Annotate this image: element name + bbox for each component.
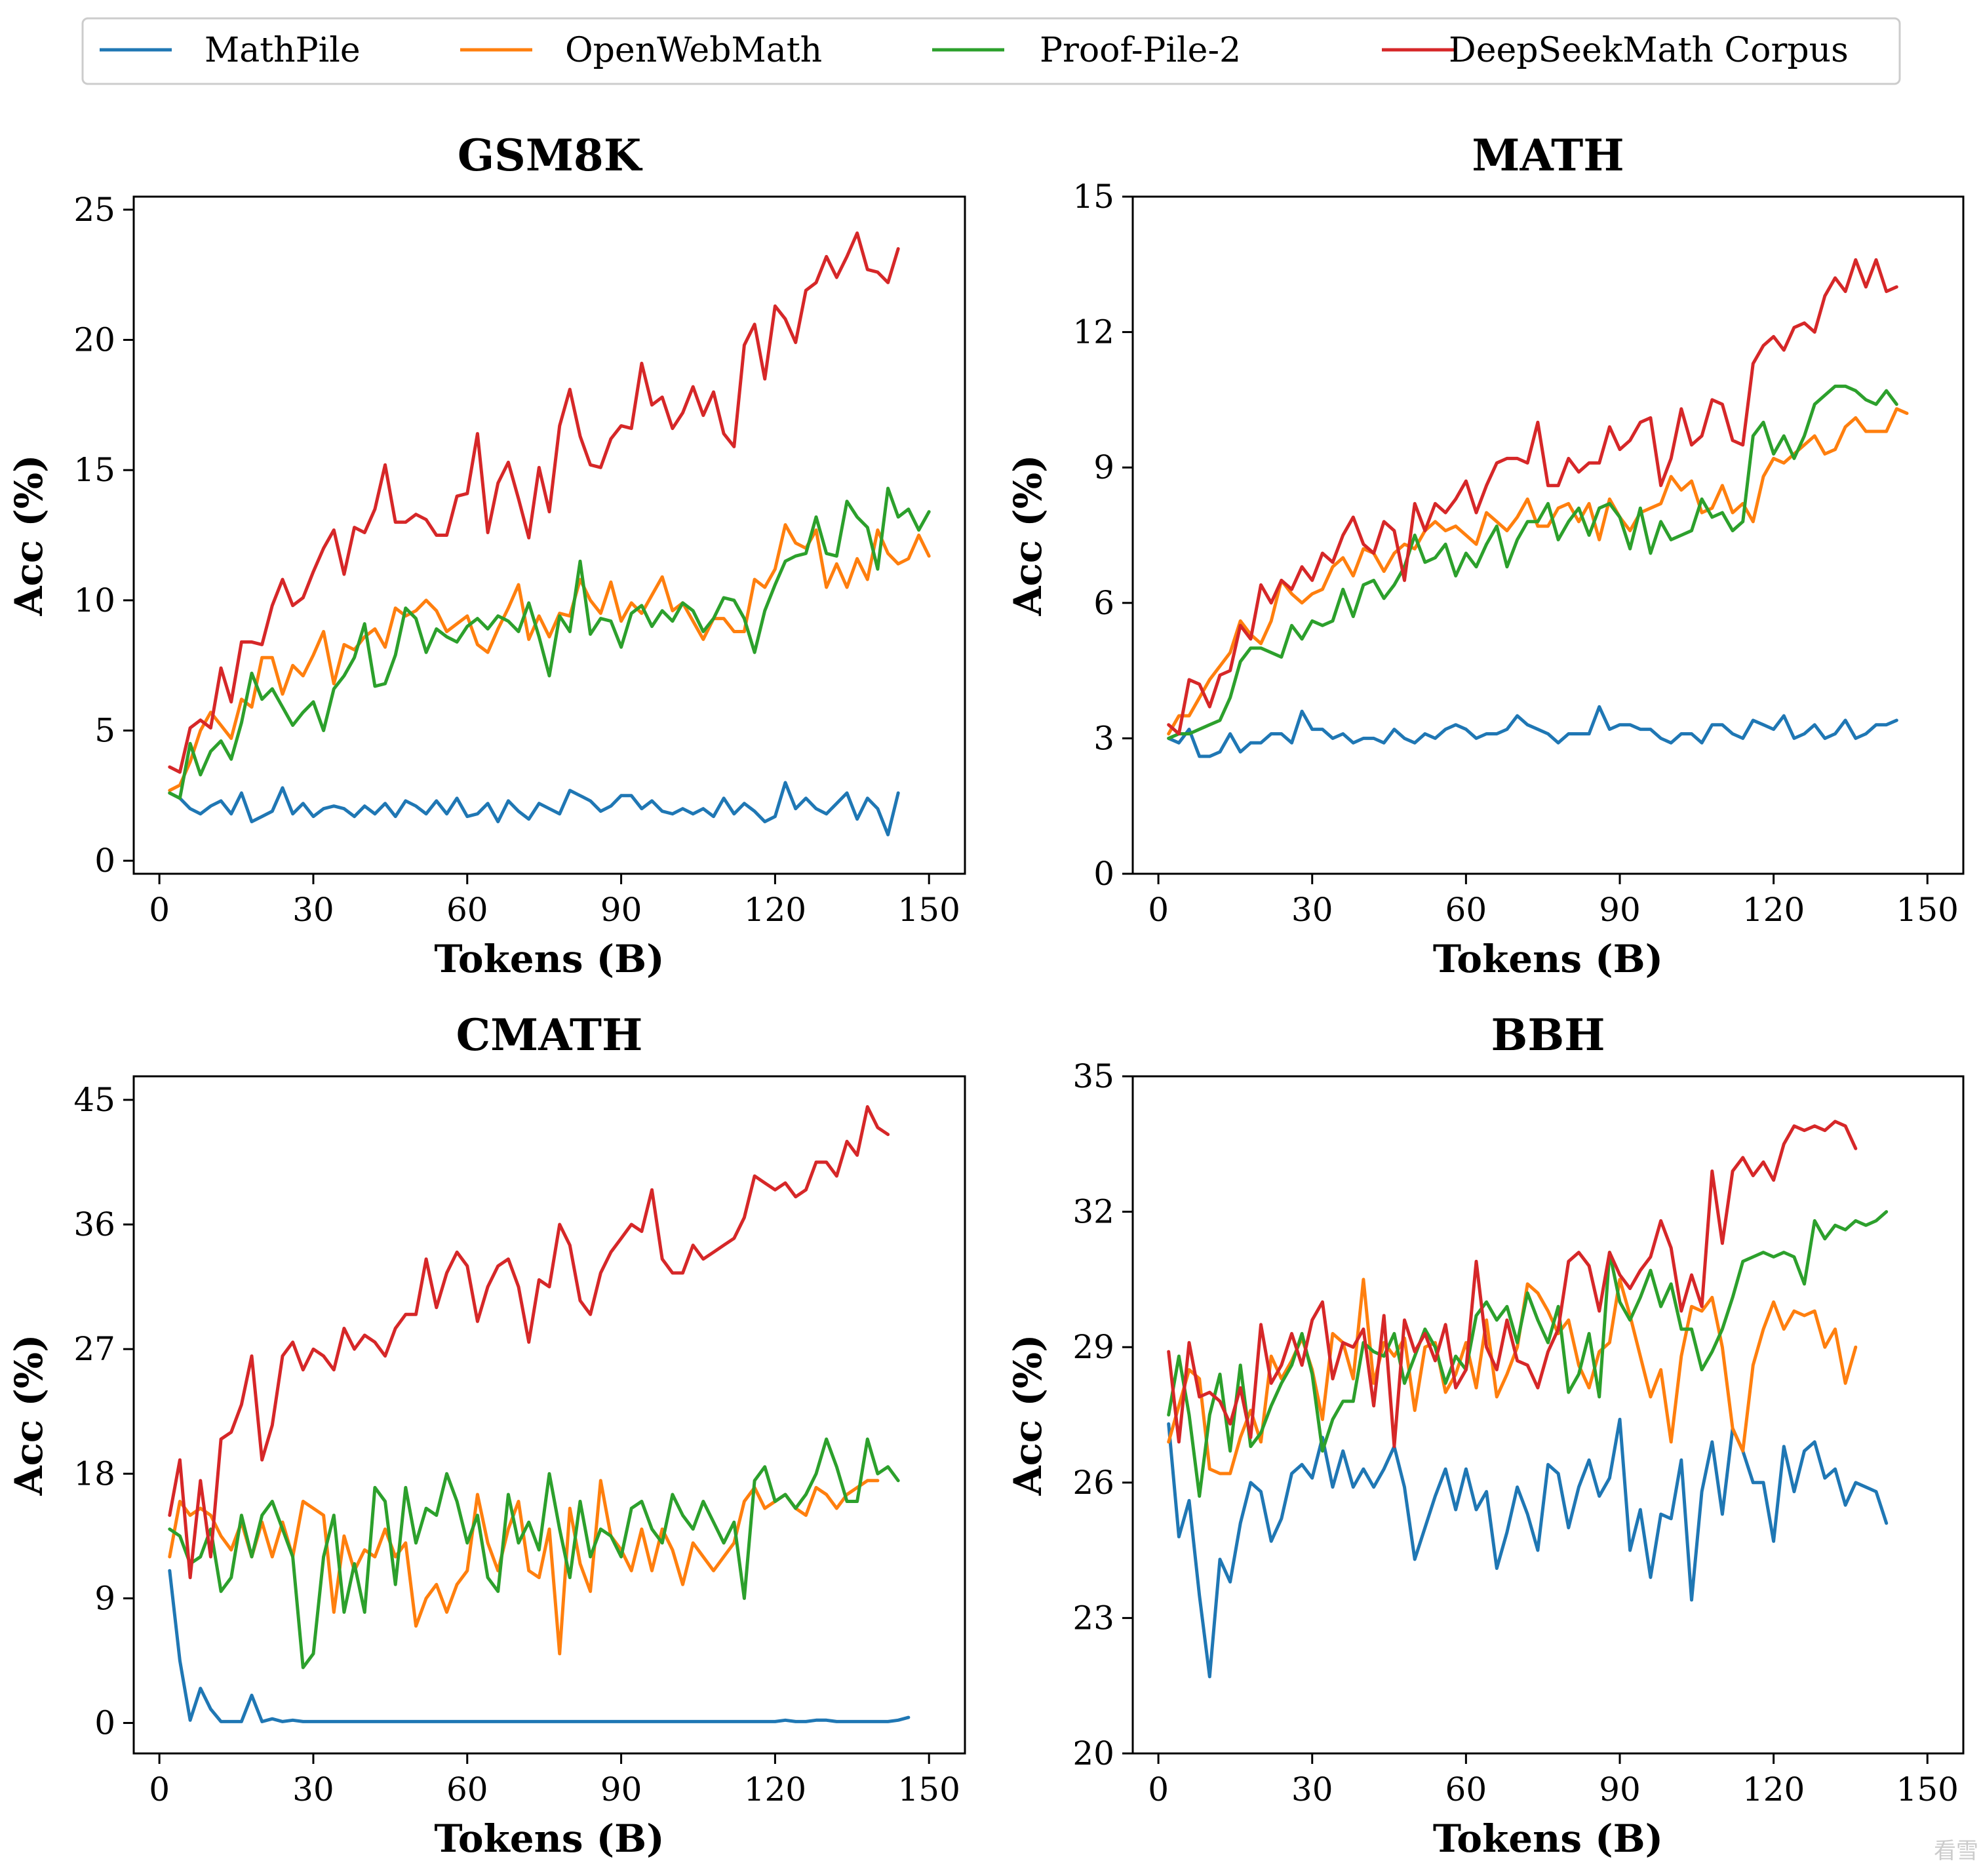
legend-label-mathpile: MathPile [205,31,361,70]
y-tick-label: 9 [1093,448,1114,486]
series-line-openwebmath [1167,1278,1858,1475]
subplot-title: CMATH [456,1009,643,1061]
plot-frame [1131,195,1965,875]
series-line-deepseekmath-corpus [1167,1120,1858,1449]
y-tick-label: 26 [1072,1464,1114,1502]
x-tick-label: 120 [1742,1770,1805,1808]
x-tick-label: 60 [1445,1770,1487,1808]
x-tick-label: 120 [1742,891,1805,929]
x-tick-label: 150 [1896,1770,1959,1808]
subplot-bbh: 0 30 60 90 120 150 20 23 26 29 32 35 BBH Tokens (B) Ac… [1006,1009,1965,1861]
y-tick-label: 18 [73,1455,115,1493]
x-tick-label: 30 [292,891,334,929]
x-tick-label: 30 [292,1770,334,1808]
x-tick-label: 60 [1445,891,1487,929]
plot-frame [1131,1075,1965,1755]
y-tick-label: 27 [73,1330,115,1368]
x-tick-label: 0 [1148,1770,1169,1808]
series-line-deepseekmath-corpus [168,1105,890,1580]
x-tick-label: 30 [1291,1770,1333,1808]
series-lines [1167,1120,1889,1679]
series-lines [1167,258,1909,758]
y-axis-label: Acc (%) [7,1335,51,1496]
x-tick-label: 60 [446,1770,488,1808]
y-tick-label: 29 [1072,1328,1114,1366]
series-line-deepseekmath-corpus [1167,258,1898,735]
y-tick-label: 45 [73,1081,115,1119]
y-tick-label: 3 [1093,719,1114,757]
series-line-proof-pile-2 [168,1437,900,1670]
legend-label-openwebmath: OpenWebMath [565,31,822,70]
x-axis-label: Tokens (B) [1433,1816,1663,1861]
x-tick-label: 150 [897,1770,960,1808]
y-tick-label: 15 [1072,178,1114,216]
subplot-math: 0 30 60 90 120 150 0 3 6 9 12 15 MATH Tokens (B) Acc (… [1006,130,1965,981]
subplot-title: BBH [1491,1009,1605,1061]
y-tick-label: 32 [1072,1193,1114,1231]
x-tick-label: 90 [600,891,642,929]
series-line-deepseekmath-corpus [168,231,900,774]
x-axis-label: Tokens (B) [434,1816,664,1861]
watermark: 看雪 [1934,1838,1978,1864]
y-tick-label: 25 [73,191,115,229]
legend-label-proof-pile-2: Proof-Pile-2 [1040,31,1241,70]
y-tick-label: 0 [94,1704,115,1742]
series-line-mathpile [168,1569,911,1723]
x-tick-label: 150 [897,891,960,929]
x-tick-label: 60 [446,891,488,929]
y-tick-label: 0 [1093,855,1114,893]
x-axis-label: Tokens (B) [434,937,664,981]
x-tick-label: 90 [600,1770,642,1808]
legend: MathPile OpenWebMath Proof-Pile-2 DeepSe… [81,17,1901,85]
x-tick-label: 0 [1148,891,1169,929]
y-tick-label: 35 [1072,1057,1114,1095]
y-tick-label: 36 [73,1205,115,1243]
plot-frame [132,1075,966,1755]
y-tick-label: 20 [73,321,115,359]
x-tick-label: 120 [744,1770,806,1808]
y-tick-label: 15 [73,451,115,489]
series-line-mathpile [1167,705,1898,758]
y-tick-label: 23 [1072,1599,1114,1637]
y-tick-label: 5 [94,711,115,749]
y-tick-label: 20 [1072,1734,1114,1772]
series-line-openwebmath [1167,407,1909,735]
plot-frame [132,195,966,875]
y-tick-label: 9 [94,1579,115,1617]
series-line-mathpile [168,781,900,836]
y-tick-label: 10 [73,581,115,619]
subplot-cmath: 0 30 60 90 120 150 0 9 18 27 36 45 CMATH Tokens (B) Ac… [7,1009,966,1861]
x-tick-label: 0 [149,1770,170,1808]
x-tick-label: 30 [1291,891,1333,929]
y-axis-label: Acc (%) [1006,1335,1050,1496]
series-line-proof-pile-2 [1167,384,1898,740]
y-tick-label: 6 [1093,584,1114,622]
series-line-mathpile [1167,1417,1889,1679]
series-line-proof-pile-2 [1167,1210,1889,1498]
x-tick-label: 90 [1599,1770,1641,1808]
y-tick-label: 12 [1072,313,1114,351]
series-line-proof-pile-2 [168,486,931,800]
x-tick-label: 90 [1599,891,1641,929]
y-axis-label: Acc (%) [1006,455,1050,617]
legend-label-deepseekmath-corpus: DeepSeekMath Corpus [1449,31,1849,70]
subplot-title: GSM8K [458,130,643,181]
y-axis-label: Acc (%) [7,455,51,617]
series-lines [168,231,931,836]
x-tick-label: 0 [149,891,170,929]
series-line-openwebmath [168,523,931,792]
x-axis-label: Tokens (B) [1433,937,1663,981]
x-tick-label: 120 [744,891,806,929]
subplot-gsm8k: 0 30 60 90 120 150 0 5 10 15 20 25 GSM8K Tokens (B) Ac… [7,130,966,981]
series-lines [168,1105,911,1723]
x-tick-label: 150 [1896,891,1959,929]
subplot-title: MATH [1472,130,1624,181]
y-tick-label: 0 [94,842,115,880]
